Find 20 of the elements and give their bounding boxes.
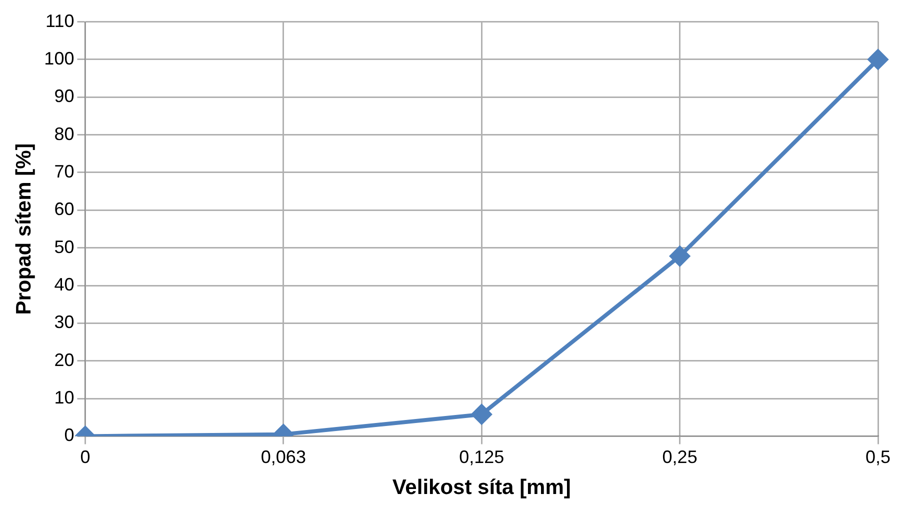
y-tick-label: 50 [54,236,74,257]
y-tick-label: 60 [54,199,74,220]
x-tick-label: 0,125 [459,446,504,467]
y-tick-label: 100 [44,48,74,68]
x-axis-title: Velikost síta [mm] [392,476,571,500]
y-tick-label: 20 [54,350,74,370]
point [868,49,888,70]
y-tick-label: 90 [54,86,74,106]
y-tick-label: 10 [54,387,74,408]
y-axis-title: Propad sítem [%] [12,143,36,315]
x-tick-label: 0,063 [260,446,306,467]
y-tick-label: 110 [46,10,74,31]
y-tick-label: 30 [54,312,74,332]
x-tick-label: 0 [80,446,90,467]
x-tick-label: 0,25 [662,446,698,467]
y-tick-label: 40 [54,274,74,294]
x-tick-label: 0,5 [865,446,891,467]
y-tick-label: 70 [54,161,74,182]
y-tick-label: 80 [54,124,74,144]
y-tick-label: 0 [64,425,74,446]
